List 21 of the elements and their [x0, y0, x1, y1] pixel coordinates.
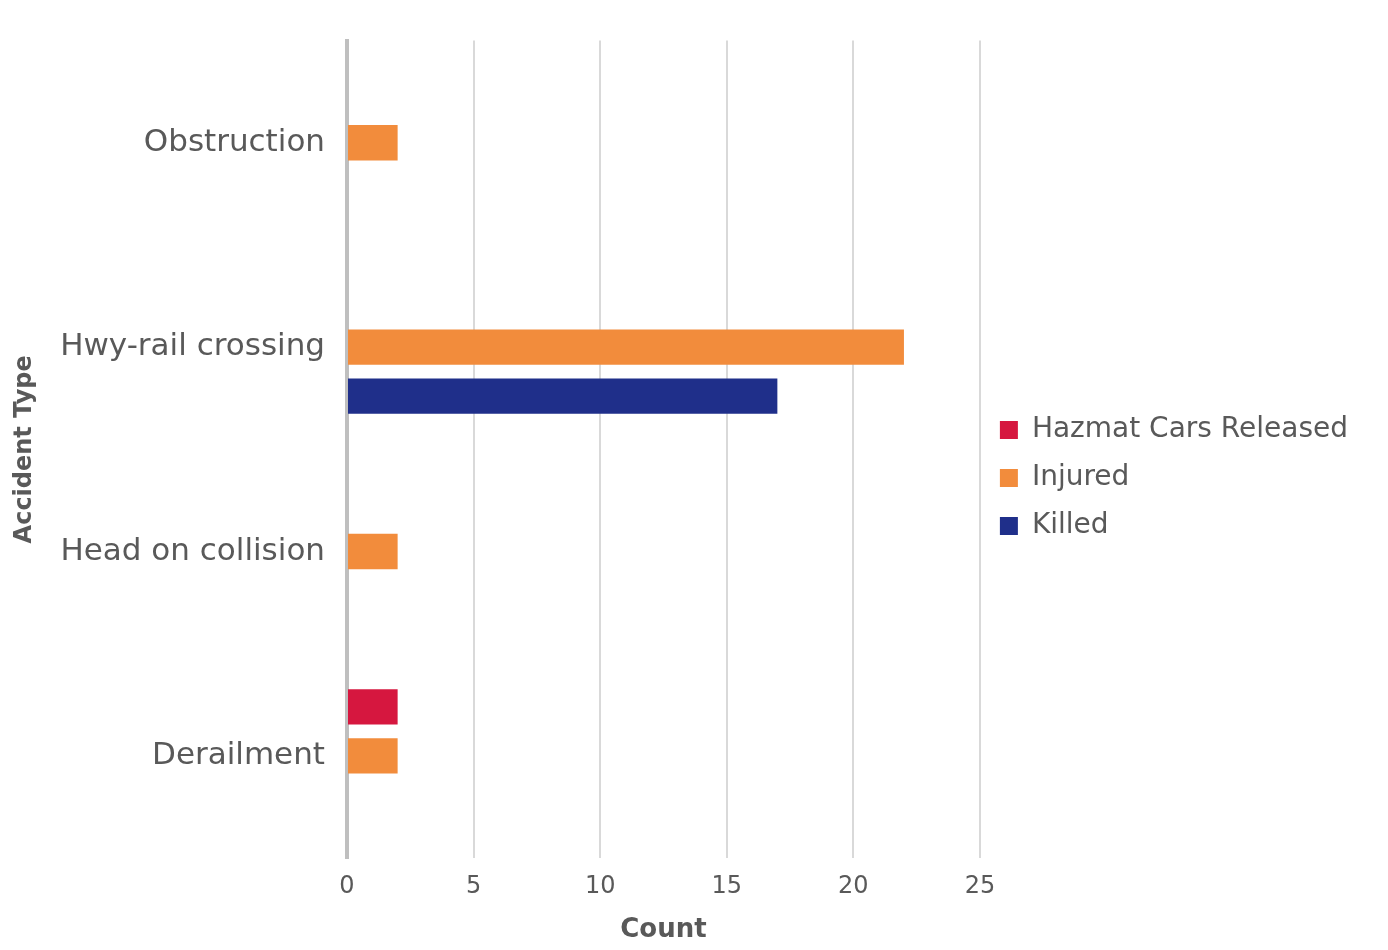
y-tick-label: Derailment — [152, 734, 325, 771]
y-axis-title: Accident Type — [8, 355, 37, 544]
x-tick-label: 25 — [964, 870, 996, 899]
y-tick-label: Hwy-rail crossing — [60, 326, 325, 363]
legend-label: Injured — [1031, 459, 1130, 493]
x-tick-label: 0 — [339, 870, 355, 899]
legend-label: Killed — [1031, 507, 1109, 541]
x-tick-label: 10 — [584, 870, 616, 899]
bar — [348, 125, 398, 161]
bar — [348, 378, 778, 414]
x-axis-title: Count — [620, 913, 707, 944]
x-tick-label: 15 — [711, 870, 743, 899]
bar — [348, 329, 904, 365]
bar — [348, 738, 398, 774]
y-tick-label: Head on collision — [60, 530, 325, 567]
x-tick-label: 20 — [838, 870, 869, 899]
bar — [348, 689, 398, 725]
legend-label: Hazmat Cars Released — [1031, 411, 1348, 445]
bar — [348, 533, 398, 570]
x-tick-label: 5 — [465, 870, 482, 899]
y-tick-label: Obstruction — [143, 121, 325, 158]
